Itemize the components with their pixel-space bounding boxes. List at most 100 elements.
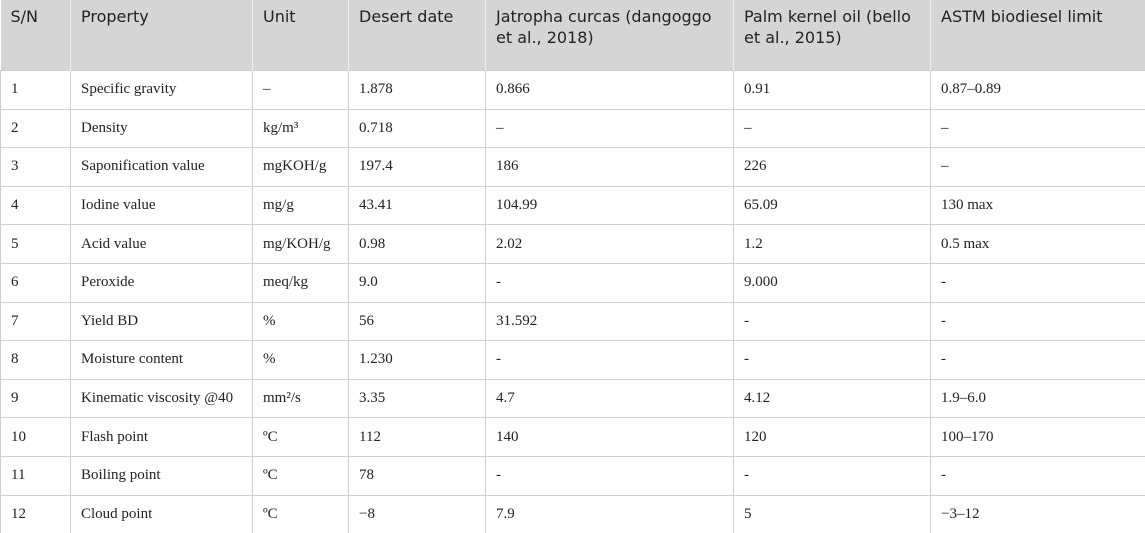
table-cell: 4.12 (733, 378, 931, 419)
table-cell: 226 (733, 147, 931, 187)
table-cell: 112 (348, 417, 486, 457)
table-cell: 1 (0, 70, 71, 110)
table-cell: - (930, 301, 1145, 342)
table-row: 7 Yield BD% 56 31.592- - (0, 301, 1145, 342)
table-cell: mgKOH/g (252, 147, 349, 187)
header-cell: Desert date (348, 0, 486, 71)
table-row: 1 Specific gravity –1.878 0.866 0.91 0.87–0.8… (0, 70, 1145, 110)
table-cell: mm²/s (252, 378, 349, 419)
table-cell: 120 (733, 417, 931, 457)
table-row: 4 Iodine value mg/g 43.41 104.99 65.09 130 max (0, 185, 1145, 226)
table-cell: 186 (485, 147, 734, 187)
table-cell: 140 (485, 417, 734, 457)
table-row: 12 Cloud point ºC −8 7.9 5 −3–12 (0, 494, 1145, 533)
table-cell: 130 max (930, 185, 1145, 226)
header-row: S/N Property Unit Desert date Jatropha curca… (0, 0, 1145, 71)
table-cell: ºC (252, 494, 349, 533)
table-cell: 2 (0, 108, 71, 149)
table-cell: Moisture content (70, 340, 253, 380)
table-cell: 78 (348, 455, 486, 496)
table-row: 6 Peroxide meq/kg 9.0-9.000- (0, 262, 1145, 303)
table-cell: mg/KOH/g (252, 224, 349, 264)
table-cell: 9 (0, 378, 71, 419)
table-cell: 10 (0, 417, 71, 457)
table-cell: - (485, 455, 734, 496)
table-cell: −3–12 (930, 494, 1145, 533)
table-cell: 8 (0, 340, 71, 380)
table-row: 8 Moisture content% 1.230- - - (0, 340, 1145, 380)
table-cell: Specific gravity (70, 70, 253, 110)
table-cell: 12 (0, 494, 71, 533)
table-cell: – (930, 147, 1145, 187)
table-cell: 9.0 (348, 262, 486, 303)
table-cell: - (485, 340, 734, 380)
table-cell: 4 (0, 185, 71, 226)
table-cell: 3.35 (348, 378, 486, 419)
table-cell: – (485, 108, 734, 149)
header-cell: Palm kernel oil (bello et al., 2015) (733, 0, 931, 71)
table-cell: 0.91 (733, 70, 931, 110)
table-row: 2 Density kg/m³ 0.718– – – (0, 108, 1145, 149)
table-cell: % (252, 340, 349, 380)
table-cell: ºC (252, 455, 349, 496)
table-row: 3 Saponification value mgKOH/g 197.4 186 226– (0, 147, 1145, 187)
table-body: 1 Specific gravity –1.878 0.866 0.91 0.87–0.8… (0, 70, 1145, 533)
header-cell: ASTM biodiesel limit (930, 0, 1145, 71)
table-cell: Cloud point (70, 494, 253, 533)
table-cell: 1.230 (348, 340, 486, 380)
table-cell: 3 (0, 147, 71, 187)
table-cell: 1.2 (733, 224, 931, 264)
table-cell: 2.02 (485, 224, 734, 264)
table-cell: 56 (348, 301, 486, 342)
header-cell: Property (70, 0, 253, 71)
table-cell: Saponification value (70, 147, 253, 187)
table-cell: 11 (0, 455, 71, 496)
table-cell: 0.5 max (930, 224, 1145, 264)
table-cell: – (252, 70, 349, 110)
table-row: 5 Acid value mg/KOH/g 0.98 2.02 1.2 0.5 max (0, 224, 1145, 264)
table-cell: Peroxide (70, 262, 253, 303)
table-cell: 65.09 (733, 185, 931, 226)
table-row: 9 Kinematic viscosity @40 mm²/s 3.35 4.7 4.12… (0, 378, 1145, 419)
table-cell: - (733, 301, 931, 342)
table-cell: % (252, 301, 349, 342)
table-cell: Boiling point (70, 455, 253, 496)
table-cell: Kinematic viscosity @40 (70, 378, 253, 419)
table-cell: 0.98 (348, 224, 486, 264)
table-cell: - (930, 340, 1145, 380)
table-cell: - (485, 262, 734, 303)
table-cell: Iodine value (70, 185, 253, 226)
table-cell: 5 (733, 494, 931, 533)
table-cell: mg/g (252, 185, 349, 226)
table-cell: 0.87–0.89 (930, 70, 1145, 110)
table-cell: 0.866 (485, 70, 734, 110)
table-cell: meq/kg (252, 262, 349, 303)
table-cell: – (733, 108, 931, 149)
table-row: 11 Boiling point ºC 78- - - (0, 455, 1145, 496)
table-cell: - (930, 262, 1145, 303)
table-cell: 1.9–6.0 (930, 378, 1145, 419)
table-cell: - (733, 340, 931, 380)
table-cell: 7.9 (485, 494, 734, 533)
header-cell: S/N (0, 0, 71, 71)
table-cell: 43.41 (348, 185, 486, 226)
table-cell: −8 (348, 494, 486, 533)
table-cell: – (930, 108, 1145, 149)
table-cell: Acid value (70, 224, 253, 264)
table-cell: Flash point (70, 417, 253, 457)
table-cell: 197.4 (348, 147, 486, 187)
table-cell: 31.592 (485, 301, 734, 342)
header-cell: Jatropha curcas (dangoggo et al., 2018) (485, 0, 734, 71)
table-cell: - (930, 455, 1145, 496)
header-cell: Unit (252, 0, 349, 71)
table-cell: 104.99 (485, 185, 734, 226)
table-cell: - (733, 455, 931, 496)
table-cell: 100–170 (930, 417, 1145, 457)
table-cell: 9.000 (733, 262, 931, 303)
table-cell: 4.7 (485, 378, 734, 419)
table-cell: kg/m³ (252, 108, 349, 149)
table-cell: 0.718 (348, 108, 486, 149)
table-row: 10 Flash point ºC 112 140 120 100–170 (0, 417, 1145, 457)
